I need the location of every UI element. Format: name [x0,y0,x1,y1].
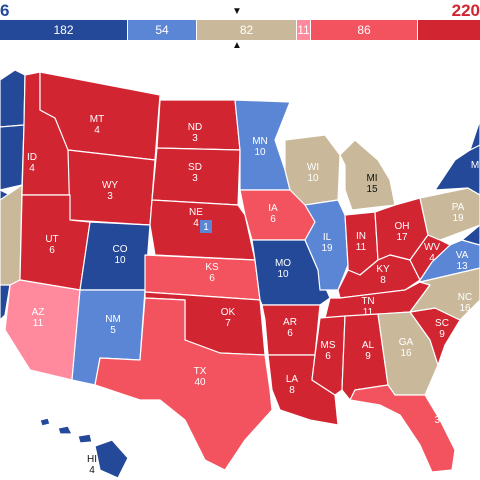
state-nc[interactable] [409,267,480,321]
label-new-england: M [471,160,479,171]
bar-segment-tossup[interactable]: 82 [197,20,297,40]
label-wi: WI 10 [307,162,319,184]
label-sd: SD 3 [188,162,202,184]
state-il[interactable] [304,199,349,291]
majority-marker-top-icon: ▼ [232,6,242,17]
label-az: AZ 11 [32,307,45,329]
label-ar: AR 6 [283,317,297,339]
bar-segment-leans-rep[interactable]: 11 [297,20,311,40]
state-az[interactable] [4,279,81,381]
bar-segment-safe-rep[interactable] [418,20,480,40]
rating-bar: 182 54 82 11 86 [0,20,480,40]
majority-marker-bottom-icon: ▲ [232,40,242,51]
label-ut: UT 6 [45,234,58,256]
label-tn: TN 11 [361,296,374,318]
label-ne: NE 4 [189,207,203,229]
state-hi[interactable] [39,417,129,479]
label-al: AL 9 [362,340,375,362]
democratic-total: 6 [0,1,10,20]
label-il: IL 19 [321,232,333,254]
electoral-totals: 6 ▼ 220 [0,0,480,22]
state-new-england[interactable] [469,119,480,151]
label-la: LA 8 [286,374,299,396]
label-nd: ND 3 [188,122,202,144]
label-mo: MO 10 [275,258,291,280]
state-ny[interactable] [434,144,480,196]
label-co: CO 10 [113,244,128,266]
state-delaware-maryland[interactable] [461,224,480,246]
label-ia: IA 6 [268,203,278,225]
label-ok: OK 7 [221,307,236,329]
ne-district-badge[interactable] [200,220,212,233]
label-nc: NC 16 [458,292,472,314]
label-ks: KS 6 [205,262,219,284]
bar-segment-likely-rep[interactable]: 86 [311,20,418,40]
label-wv: WV 4 [424,242,440,264]
state-fl[interactable] [349,384,456,473]
label-oh: OH 17 [395,221,410,243]
label-sc: SC 9 [435,318,449,340]
label-id: ID 4 [27,152,37,174]
label-hi: HI 4 [87,454,97,476]
label-va: VA 13 [456,250,469,272]
label-ga: GA 16 [399,337,414,359]
state-tx[interactable] [94,297,273,471]
state-or[interactable] [0,124,25,191]
state-nv[interactable] [0,184,23,286]
label-tx: TX 40 [194,366,207,388]
label-in: IN 11 [356,231,367,253]
bar-segment-safe-dem[interactable]: 182 [0,20,128,40]
republican-total: 220 [451,1,480,20]
label-ne-district: 1 [203,222,209,233]
label-nm: NM 5 [105,314,121,336]
label-ms: MS 6 [321,340,336,362]
label-mn: MN 10 [252,136,268,158]
label-fl: FL 30 [434,404,446,426]
label-mt: MT 4 [90,114,104,136]
label-pa: PA 19 [452,202,465,224]
label-ky: KY 8 [376,264,390,286]
state-wa[interactable] [0,69,26,128]
label-wy: WY 3 [102,180,118,202]
us-electoral-map: ID 4 MT 4 WY 3 UT 6 AZ 11 CO 10 NM 5 ND 3 SD 3 NE… [0,69,480,479]
label-mi: MI 15 [366,173,378,195]
bar-segment-likely-dem[interactable]: 54 [128,20,197,40]
